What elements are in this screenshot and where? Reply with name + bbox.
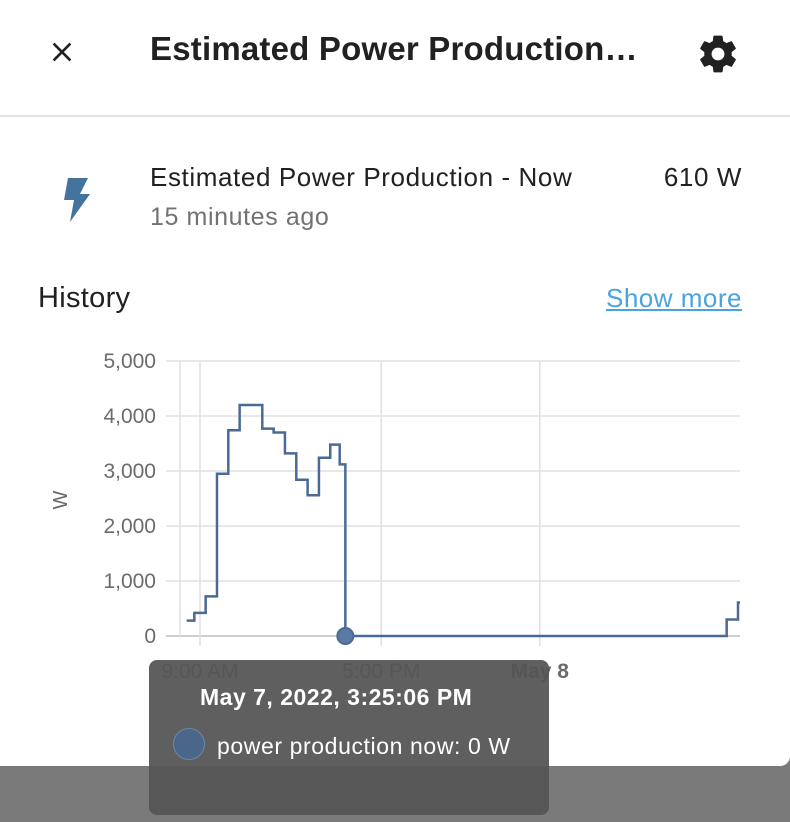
highlight-point[interactable]	[336, 627, 355, 645]
chart-tooltip: May 7, 2022, 3:25:06 PM power production…	[149, 660, 549, 815]
entity-state: 610 W	[663, 162, 742, 192]
tooltip-color-swatch	[173, 728, 205, 760]
tooltip-title: May 7, 2022, 3:25:06 PM	[200, 684, 473, 710]
gear-icon[interactable]	[696, 32, 740, 76]
y-axis: 5,000 4,000 3,000 2,000 1,000 0	[103, 350, 156, 648]
series-line-power-production-now[interactable]	[186, 403, 740, 638]
close-icon[interactable]	[46, 36, 78, 68]
flash-icon	[64, 178, 90, 222]
y-tick-label: 1,000	[103, 570, 156, 593]
dialog-title: Estimated Power Production - Now	[150, 30, 640, 67]
y-tick-label: 3,000	[103, 460, 156, 483]
dialog-header: Estimated Power Production - Now	[0, 0, 790, 117]
y-axis-label: W	[50, 490, 72, 509]
show-more-link[interactable]: Show more	[606, 283, 742, 313]
history-heading: History	[38, 282, 131, 314]
y-tick-label: 5,000	[103, 350, 156, 373]
settings-button[interactable]	[690, 26, 746, 82]
entity-name: Estimated Power Production - Now	[150, 162, 573, 192]
y-tick-label: 2,000	[103, 515, 156, 538]
y-tick-label: 0	[144, 625, 156, 648]
more-info-dialog: Estimated Power Production - Now Estimat…	[0, 0, 790, 766]
tooltip-label: power production now: 0 W	[217, 733, 511, 759]
y-tick-label: 4,000	[103, 405, 156, 428]
entity-last-changed: 15 minutes ago	[150, 203, 330, 231]
entity-row: Estimated Power Production - Now 15 minu…	[0, 150, 790, 240]
close-button[interactable]	[38, 28, 86, 76]
